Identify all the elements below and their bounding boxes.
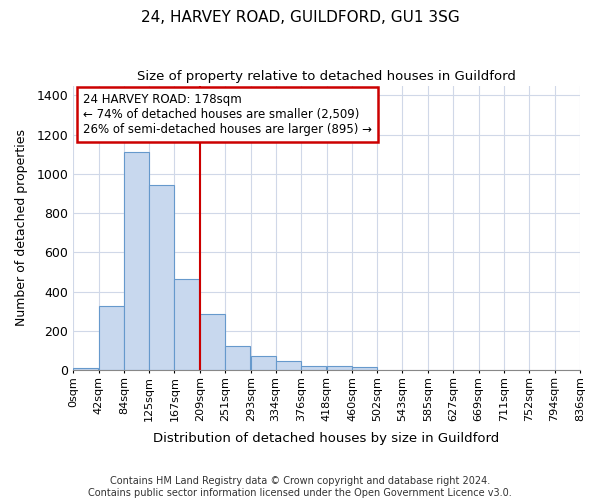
Bar	[301, 366, 326, 370]
Bar	[225, 346, 250, 370]
Bar	[73, 368, 98, 370]
Bar	[251, 356, 276, 370]
Text: Contains HM Land Registry data © Crown copyright and database right 2024.
Contai: Contains HM Land Registry data © Crown c…	[88, 476, 512, 498]
Bar	[200, 314, 225, 370]
X-axis label: Distribution of detached houses by size in Guildford: Distribution of detached houses by size …	[154, 432, 500, 445]
Bar	[326, 366, 352, 370]
Text: 24, HARVEY ROAD, GUILDFORD, GU1 3SG: 24, HARVEY ROAD, GUILDFORD, GU1 3SG	[140, 10, 460, 25]
Bar	[352, 368, 377, 370]
Bar	[175, 279, 199, 370]
Bar	[98, 306, 124, 370]
Bar	[275, 361, 301, 370]
Y-axis label: Number of detached properties: Number of detached properties	[15, 130, 28, 326]
Title: Size of property relative to detached houses in Guildford: Size of property relative to detached ho…	[137, 70, 516, 83]
Text: 24 HARVEY ROAD: 178sqm
← 74% of detached houses are smaller (2,509)
26% of semi-: 24 HARVEY ROAD: 178sqm ← 74% of detached…	[83, 92, 372, 136]
Bar	[149, 184, 174, 370]
Bar	[124, 152, 149, 370]
